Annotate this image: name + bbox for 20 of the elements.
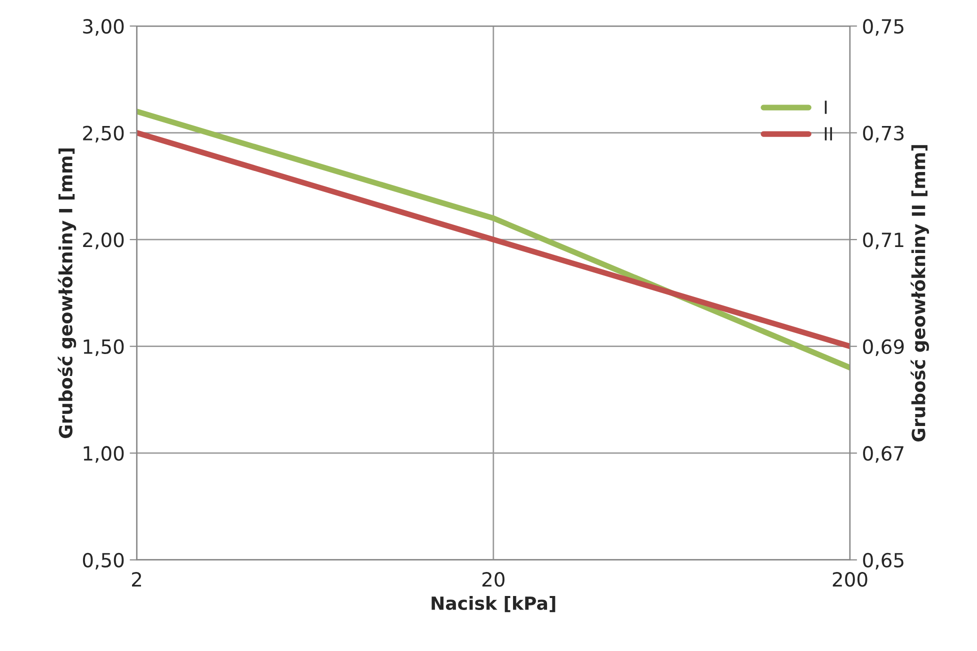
x-tick-label: 2 xyxy=(132,572,142,586)
legend-label: I xyxy=(824,100,827,114)
y-tick-label: 1,50 xyxy=(84,339,124,356)
y-axis-title: Grubość geowłókniny I [mm] xyxy=(58,148,76,438)
y2-tick-label: 0,65 xyxy=(863,552,904,570)
legend-label: II xyxy=(824,127,832,140)
x-tick-label: 20 xyxy=(482,572,504,587)
x-axis-title: Nacisk [kPa] xyxy=(432,596,556,612)
y-tick-label: 1,00 xyxy=(84,446,124,463)
y2-tick-label: 0,69 xyxy=(863,339,904,356)
y-tick-label: 0,50 xyxy=(82,552,124,570)
y-tick-label: 2,50 xyxy=(83,126,124,142)
y2-tick-label: 0,67 xyxy=(863,446,904,463)
y2-axis-title: Grubość geowłókniny II [mm] xyxy=(910,145,929,442)
x-tick-label: 200 xyxy=(832,572,868,587)
y2-tick-label: 0,75 xyxy=(863,18,904,36)
y-tick-label: 2,00 xyxy=(83,232,124,250)
y-tick-label: 3,00 xyxy=(83,18,124,36)
y2-tick-label: 0,71 xyxy=(863,232,904,250)
y2-tick-label: 0,73 xyxy=(863,126,904,142)
